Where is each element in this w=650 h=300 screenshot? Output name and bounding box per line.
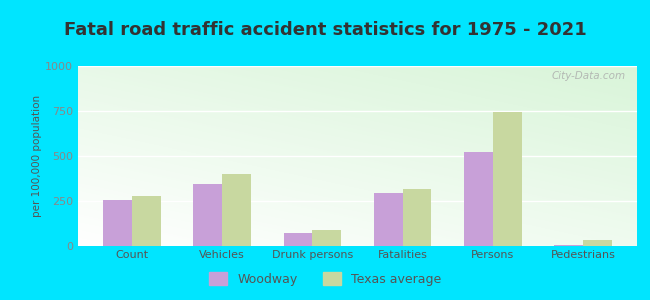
Bar [222, 174, 251, 246]
Bar [583, 240, 612, 246]
Bar [194, 184, 222, 246]
Bar [103, 200, 132, 246]
Bar [402, 189, 432, 246]
Text: Fatal road traffic accident statistics for 1975 - 2021: Fatal road traffic accident statistics f… [64, 21, 586, 39]
Bar [313, 230, 341, 246]
Legend: Woodway, Texas average: Woodway, Texas average [203, 267, 447, 291]
Y-axis label: per 100,000 population: per 100,000 population [32, 95, 42, 217]
Bar [283, 232, 313, 246]
Bar [493, 112, 521, 246]
Text: City-Data.com: City-Data.com [552, 71, 626, 81]
Bar [554, 244, 583, 246]
Bar [374, 193, 402, 246]
Bar [464, 152, 493, 246]
Bar [132, 196, 161, 246]
